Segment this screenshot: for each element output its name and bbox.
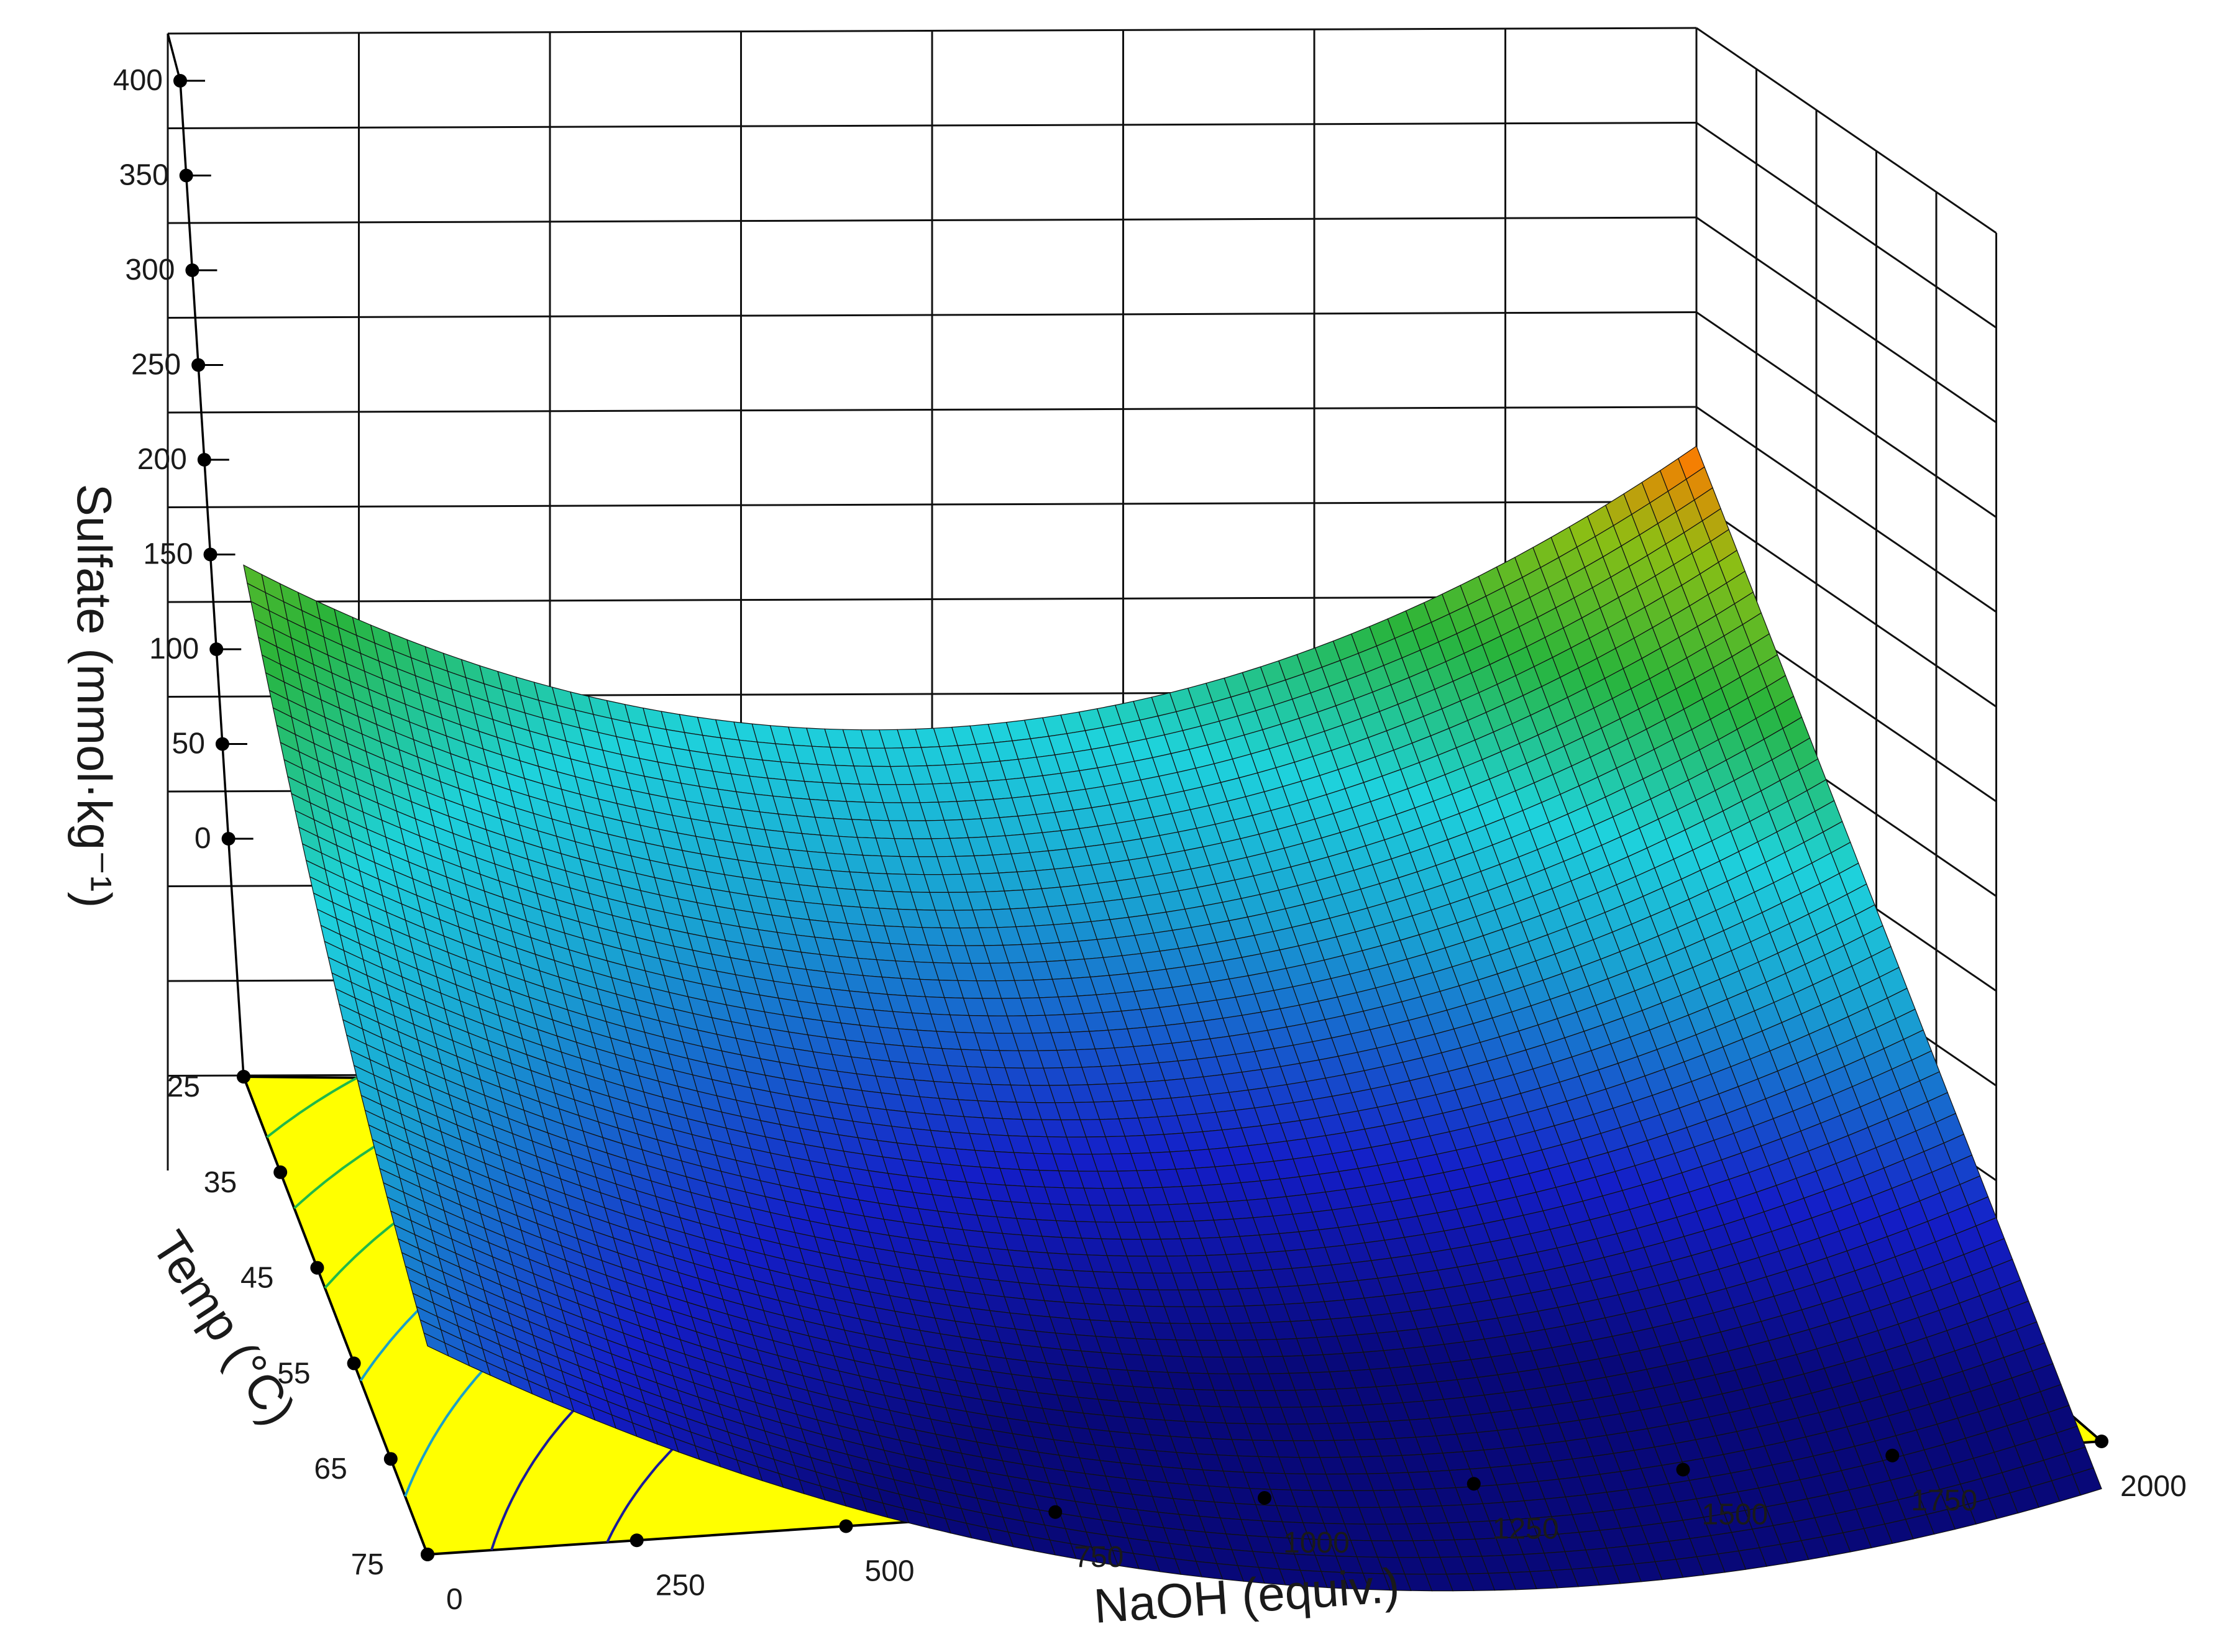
x-tick-dot — [421, 1548, 434, 1561]
x-tick-dot — [1467, 1477, 1481, 1491]
rwall-hline — [1696, 122, 1997, 329]
wall-hline — [167, 122, 1697, 129]
rwall-hline — [1696, 501, 1997, 708]
y-axis-title: Temp (°C) — [142, 1221, 306, 1435]
x-tick-dot — [839, 1519, 853, 1533]
response-surface — [243, 445, 2102, 1592]
z-tick-dot — [191, 358, 206, 372]
x-tick-dot — [1258, 1491, 1271, 1505]
z-tick-dot — [209, 642, 224, 656]
z-tick-label: 350 — [119, 159, 169, 192]
z-tick-label: 250 — [131, 349, 181, 381]
y-tick-label: 25 — [167, 1070, 200, 1103]
x-tick-dot — [2095, 1435, 2108, 1448]
x-tick-label: 0 — [446, 1583, 463, 1616]
z-tick-dot — [215, 737, 229, 751]
y-tick-dot — [310, 1261, 324, 1275]
x-tick-label: 250 — [656, 1569, 705, 1602]
z-tick-label: 100 — [149, 632, 199, 665]
y-tick-label: 55 — [277, 1357, 310, 1390]
x-tick-dot — [1676, 1463, 1690, 1477]
z-tick-label: 150 — [143, 538, 193, 571]
wall-hline — [167, 406, 1697, 414]
x-tick-label: 1500 — [1702, 1499, 1769, 1531]
rwall-hline — [1696, 311, 1997, 518]
x-tick-label: 1750 — [1911, 1484, 1977, 1517]
y-tick-dot — [347, 1356, 361, 1371]
y-tick-label: 45 — [240, 1262, 273, 1295]
wall-hline — [167, 216, 1697, 224]
surface-cell — [2072, 1467, 2102, 1496]
x-tick-dot — [629, 1533, 644, 1548]
y-tick-dot — [273, 1165, 288, 1179]
rwall-hline — [1696, 27, 1997, 234]
z-tick-dot — [185, 263, 199, 277]
z-tick-label: 0 — [194, 822, 211, 855]
x-tick-dot — [1885, 1448, 1900, 1463]
x-tick-label: 750 — [1074, 1541, 1123, 1574]
x-tick-label: 2000 — [2120, 1470, 2187, 1503]
z-tick-label: 400 — [113, 64, 163, 97]
z-axis-line — [179, 80, 245, 1077]
frame-top-left — [167, 33, 181, 81]
x-tick-label: 1000 — [1283, 1527, 1350, 1559]
rwall-hline — [1696, 406, 1997, 613]
x-tick-label: 1250 — [1493, 1512, 1559, 1545]
x-tick-dot — [1048, 1505, 1063, 1519]
wall-hline — [167, 27, 1697, 35]
z-tick-label: 50 — [172, 728, 205, 760]
y-tick-dot — [383, 1452, 398, 1466]
wall-hline — [167, 311, 1697, 319]
y-tick-label: 35 — [204, 1166, 237, 1199]
z-tick-dot — [221, 832, 236, 846]
z-tick-dot — [203, 547, 217, 562]
z-tick-dot — [179, 168, 193, 183]
z-tick-dot — [197, 453, 211, 467]
rwall-hline — [1696, 216, 1997, 424]
wall-hline — [167, 501, 1697, 508]
y-tick-dot — [237, 1070, 250, 1084]
z-axis-title: Sulfate (mmol·kg⁻¹) — [67, 484, 122, 908]
z-tick-label: 300 — [125, 253, 175, 286]
z-tick-label: 200 — [137, 443, 187, 476]
y-tick-label: 75 — [351, 1548, 384, 1581]
x-tick-label: 500 — [865, 1555, 915, 1588]
y-tick-label: 65 — [314, 1453, 347, 1485]
